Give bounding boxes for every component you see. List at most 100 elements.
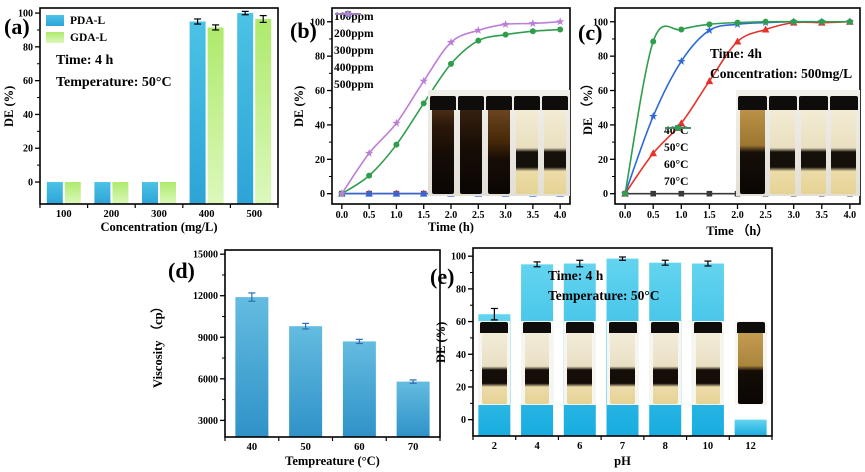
svg-text:3.5: 3.5 — [816, 210, 829, 221]
vial — [799, 96, 828, 194]
panel-a-annotation: Time: 4 h Temperature: 50°C — [56, 50, 172, 94]
svg-text:40: 40 — [315, 120, 325, 131]
svg-text:7: 7 — [620, 441, 625, 452]
chart-d: 3000 6000 9000 12000 15000 40 50 60 70 — [193, 249, 441, 453]
svg-text:20: 20 — [315, 155, 325, 166]
vial-photo — [606, 321, 639, 405]
panel-c-xlabel: Time （h） — [706, 224, 769, 238]
vial — [430, 96, 456, 194]
svg-text:60: 60 — [456, 317, 466, 328]
star-marker-icon — [335, 9, 361, 18]
vial — [693, 322, 722, 404]
vial — [486, 96, 512, 194]
svg-text:70: 70 — [408, 442, 419, 453]
legend-item-PDA-L: PDA-L — [46, 12, 107, 29]
vial-photo — [478, 321, 511, 405]
svg-text:6: 6 — [577, 441, 582, 452]
svg-text:80: 80 — [315, 52, 325, 63]
panel-c: 0 20 40 60 80 100 0.0 0.5 1.0 1.5 2.0 2.5 3.0 3.5 4.0 … — [578, 0, 865, 238]
svg-text:0: 0 — [461, 415, 466, 426]
legend-item-60°C: 60°C — [664, 123, 691, 173]
svg-text:60: 60 — [315, 86, 325, 97]
svg-text:2.0: 2.0 — [445, 210, 458, 221]
svg-text:80: 80 — [23, 42, 33, 53]
panel-b-inset-photo — [428, 90, 570, 196]
svg-text:0: 0 — [603, 189, 608, 200]
svg-text:100: 100 — [310, 17, 325, 28]
vial — [523, 322, 552, 404]
svg-text:0: 0 — [28, 178, 33, 189]
svg-text:0.5: 0.5 — [647, 210, 660, 221]
vial — [738, 96, 767, 194]
legend-label: 500ppm — [334, 78, 374, 91]
legend-swatch — [46, 15, 64, 26]
legend-item-50°C: 50°C — [664, 124, 691, 156]
vial-photo — [521, 321, 554, 405]
legend-item-200ppm: 200ppm — [334, 11, 374, 42]
panel-c-inset-photo — [736, 90, 860, 196]
legend-label: 70°C — [664, 175, 689, 188]
svg-text:60: 60 — [23, 76, 33, 87]
svg-text:60: 60 — [598, 86, 608, 97]
svg-text:100: 100 — [56, 209, 72, 220]
svg-text:4: 4 — [534, 441, 540, 452]
annotation-time: Time: 4 h — [56, 53, 114, 68]
legend-item-GDA-L: GDA-L — [46, 29, 107, 46]
svg-text:9000: 9000 — [198, 333, 218, 344]
vial — [829, 96, 858, 194]
legend-label: 400ppm — [334, 61, 374, 74]
legend-label: 200ppm — [334, 27, 374, 40]
svg-text:80: 80 — [598, 52, 608, 63]
vial — [651, 322, 680, 404]
svg-text:0.0: 0.0 — [336, 210, 349, 221]
panel-b: 0 20 40 60 80 100 0.0 0.5 1.0 1.5 2.0 2.5 3.0 3.5 4.0 … — [290, 0, 578, 236]
vial-photo — [734, 321, 767, 405]
svg-text:200: 200 — [104, 209, 120, 220]
svg-text:500: 500 — [246, 209, 262, 220]
panel-e-xlabel: pH — [614, 454, 631, 468]
panel-b-xlabel: Time (h) — [428, 220, 474, 234]
svg-text:2.5: 2.5 — [472, 210, 485, 221]
legend-item-500ppm: 500ppm — [334, 9, 374, 93]
svg-text:10: 10 — [703, 441, 714, 452]
legend-label: 60°C — [664, 158, 689, 171]
svg-text:40: 40 — [247, 442, 258, 453]
annotation-temperature: Temperature: 50°C — [548, 288, 660, 303]
svg-text:20: 20 — [456, 382, 466, 393]
svg-text:300: 300 — [151, 209, 167, 220]
vial — [608, 322, 637, 404]
svg-text:0.5: 0.5 — [363, 210, 376, 221]
vial — [768, 96, 797, 194]
panel-c-letter: (c) — [578, 20, 603, 45]
panel-c-legend: 40°C50°C60°C70°C — [664, 122, 691, 190]
panel-b-letter: (b) — [290, 18, 317, 43]
vial-photo — [649, 321, 682, 405]
svg-text:3.5: 3.5 — [527, 210, 540, 221]
annotation-temperature: Temperature: 50°C — [56, 75, 172, 90]
svg-text:60: 60 — [354, 442, 365, 453]
svg-text:3.0: 3.0 — [499, 210, 512, 221]
svg-text:40: 40 — [23, 110, 33, 121]
legend-label: 50°C — [664, 141, 689, 154]
vial — [458, 96, 484, 194]
svg-text:12000: 12000 — [193, 291, 218, 302]
svg-text:20: 20 — [23, 144, 33, 155]
svg-text:4.0: 4.0 — [844, 210, 857, 221]
panel-e: 0 20 40 60 80 100 2 4 6 7 8 10 12 (e) DE (%) pH Time… — [430, 236, 775, 472]
chart-a: 0 20 40 60 80 100 100 200 300 400 500 — [18, 7, 279, 220]
svg-text:4.0: 4.0 — [554, 210, 567, 221]
svg-text:20: 20 — [598, 155, 608, 166]
svg-text:2.0: 2.0 — [731, 210, 744, 221]
panel-d-ylabel: Viscosity （cp） — [151, 299, 165, 388]
vial — [514, 96, 540, 194]
legend-item-70°C: 70°C — [664, 125, 691, 190]
svg-text:3.0: 3.0 — [787, 210, 800, 221]
panel-d: 3000 6000 9000 12000 15000 40 50 60 70 (d) Visco… — [140, 236, 450, 472]
svg-text:100: 100 — [593, 17, 608, 28]
svg-text:3000: 3000 — [198, 416, 218, 427]
svg-text:1.5: 1.5 — [417, 210, 430, 221]
legend-swatch — [46, 32, 64, 43]
annotation-time: Time: 4 h — [548, 268, 604, 283]
panel-a-letter: (a) — [4, 14, 30, 39]
